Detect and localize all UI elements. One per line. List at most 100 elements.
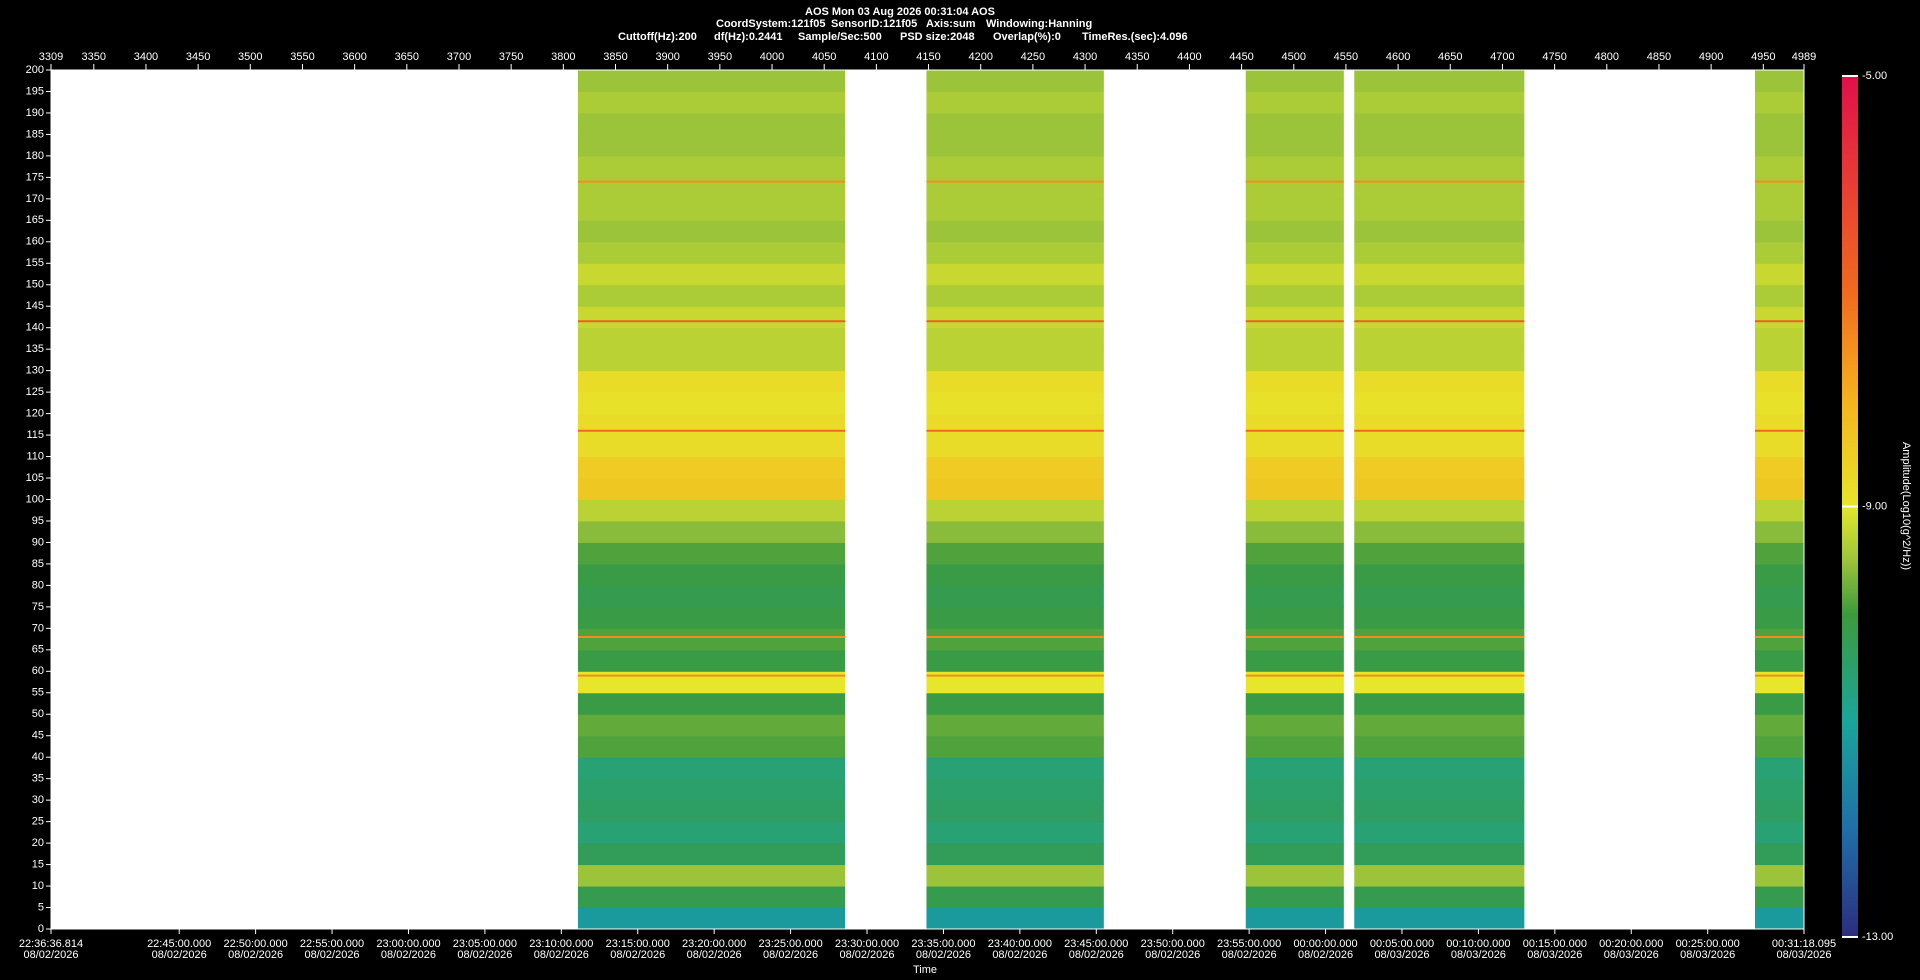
time-tick-label: 23:50:00.000 — [1141, 938, 1205, 950]
time-tick-date: 08/02/2026 — [610, 949, 665, 961]
time-tick-date: 08/02/2026 — [457, 949, 512, 961]
time-tick-label: 00:20:00.000 — [1599, 938, 1663, 950]
header-info: Sample/Sec:500 — [798, 31, 882, 43]
spectrogram-cell — [1354, 177, 1525, 200]
time-tick-label: 23:00:00.000 — [376, 938, 440, 950]
spectrogram-cell — [1245, 542, 1344, 565]
spectrogram-cell — [1754, 843, 1804, 866]
spectrogram-cell — [1354, 606, 1525, 629]
spectrogram-cell — [1245, 241, 1344, 264]
x-tick-label: 4950 — [1751, 51, 1775, 63]
y-tick-label: 160 — [26, 236, 44, 248]
spectrogram-cell — [1245, 155, 1344, 178]
spectrogram-cell — [1754, 649, 1804, 672]
spectrogram-cell — [577, 478, 846, 500]
y-tick-label: 180 — [26, 150, 44, 162]
spectrogram-cell — [1354, 864, 1525, 887]
spectrogram-cell — [926, 563, 1104, 586]
spectrogram-cell — [1245, 478, 1344, 500]
spectrogram-cell — [577, 392, 846, 415]
spectrogram-cell — [1754, 800, 1804, 823]
time-tick-label: 23:30:00.000 — [835, 938, 899, 950]
spectrogram-cell — [1245, 70, 1344, 92]
spectrogram-cell — [1245, 735, 1344, 758]
spectrogram-cell — [577, 284, 846, 307]
x-tick-label: 4350 — [1125, 51, 1149, 63]
spectrogram-cell — [926, 370, 1104, 393]
x-tick-label: 3650 — [395, 51, 419, 63]
spectrogram-cell — [1245, 778, 1344, 801]
y-tick-label: 70 — [32, 622, 44, 634]
y-tick-label: 40 — [32, 751, 44, 763]
y-tick-label: 100 — [26, 493, 44, 505]
time-tick-label: 23:55:00.000 — [1217, 938, 1281, 950]
spectrogram-cell — [577, 70, 846, 92]
spectrogram-cell — [1754, 478, 1804, 500]
spectrogram-cell — [926, 864, 1104, 887]
spectrogram-cell — [1245, 649, 1344, 672]
time-tick-date: 08/02/2026 — [687, 949, 742, 961]
y-tick-label: 85 — [32, 558, 44, 570]
header-info: CoordSystem:121f05 — [716, 18, 825, 30]
spectrogram-cell — [1754, 606, 1804, 629]
y-tick-label: 155 — [26, 257, 44, 269]
time-tick-date: 08/02/2026 — [152, 949, 207, 961]
time-tick-label: 00:10:00.000 — [1446, 938, 1510, 950]
spectrogram-cell — [1245, 499, 1344, 522]
y-tick-label: 80 — [32, 579, 44, 591]
spectrogram-cell — [577, 864, 846, 887]
spectrogram-cell — [1354, 456, 1525, 479]
y-tick-label: 60 — [32, 665, 44, 677]
spectrogram-cell — [1354, 800, 1525, 823]
spectrogram-cell — [1754, 542, 1804, 565]
spectrogram-cell — [926, 907, 1104, 930]
spectrogram-cell — [577, 606, 846, 629]
y-tick-label: 65 — [32, 644, 44, 656]
header-info: PSD size:2048 — [900, 31, 975, 43]
spectrogram-cell — [1754, 499, 1804, 522]
spectrogram-cell — [926, 177, 1104, 200]
x-tick-label: 4700 — [1490, 51, 1514, 63]
time-tick-label: 22:36:36.814 — [19, 938, 83, 950]
spectrogram-cell — [577, 585, 846, 608]
spectrogram-cell — [1754, 349, 1804, 372]
spectrogram-cell — [577, 757, 846, 780]
y-tick-label: 185 — [26, 128, 44, 140]
spectrogram-cell — [1754, 220, 1804, 243]
spectrogram-cell — [1754, 520, 1804, 543]
spectrogram-cell — [1754, 327, 1804, 350]
colorbar-tick-label: -5.00 — [1862, 70, 1887, 82]
spectrogram-cell — [1245, 198, 1344, 221]
spectrogram-cell — [1754, 91, 1804, 114]
spectrogram-cell — [1754, 392, 1804, 415]
spectrogram-cell — [1754, 456, 1804, 479]
spectrogram-cell — [577, 886, 846, 909]
time-tick-date: 08/02/2026 — [992, 949, 1047, 961]
x-tick-label: 3700 — [447, 51, 471, 63]
time-tick-date: 08/03/2026 — [1527, 949, 1582, 961]
spectrogram-cell — [926, 757, 1104, 780]
y-tick-label: 105 — [26, 472, 44, 484]
spectrogram-cell — [1754, 757, 1804, 780]
x-tick-label: 4050 — [812, 51, 836, 63]
spectrogram-cell — [1754, 628, 1804, 651]
y-tick-label: 120 — [26, 408, 44, 420]
time-tick-label: 00:05:00.000 — [1370, 938, 1434, 950]
spectrogram-cell — [1354, 198, 1525, 221]
spectrogram-cell — [1245, 671, 1344, 694]
spectrogram-cell — [1245, 692, 1344, 715]
x-tick-label: 4150 — [916, 51, 940, 63]
spectrogram-cell — [577, 413, 846, 436]
spectrogram-cell — [1245, 306, 1344, 329]
spectrogram-cell — [926, 520, 1104, 543]
spectrogram-cell — [926, 735, 1104, 758]
spectrogram-cell — [926, 542, 1104, 565]
spectrogram-cell — [1754, 134, 1804, 157]
x-tick-label: 4600 — [1386, 51, 1410, 63]
spectrogram-cell — [1754, 198, 1804, 221]
x-tick-label: 4650 — [1438, 51, 1462, 63]
spectrogram-cell — [926, 392, 1104, 415]
spectrogram-cell — [1245, 606, 1344, 629]
y-tick-label: 15 — [32, 858, 44, 870]
spectrogram-cell — [926, 241, 1104, 264]
